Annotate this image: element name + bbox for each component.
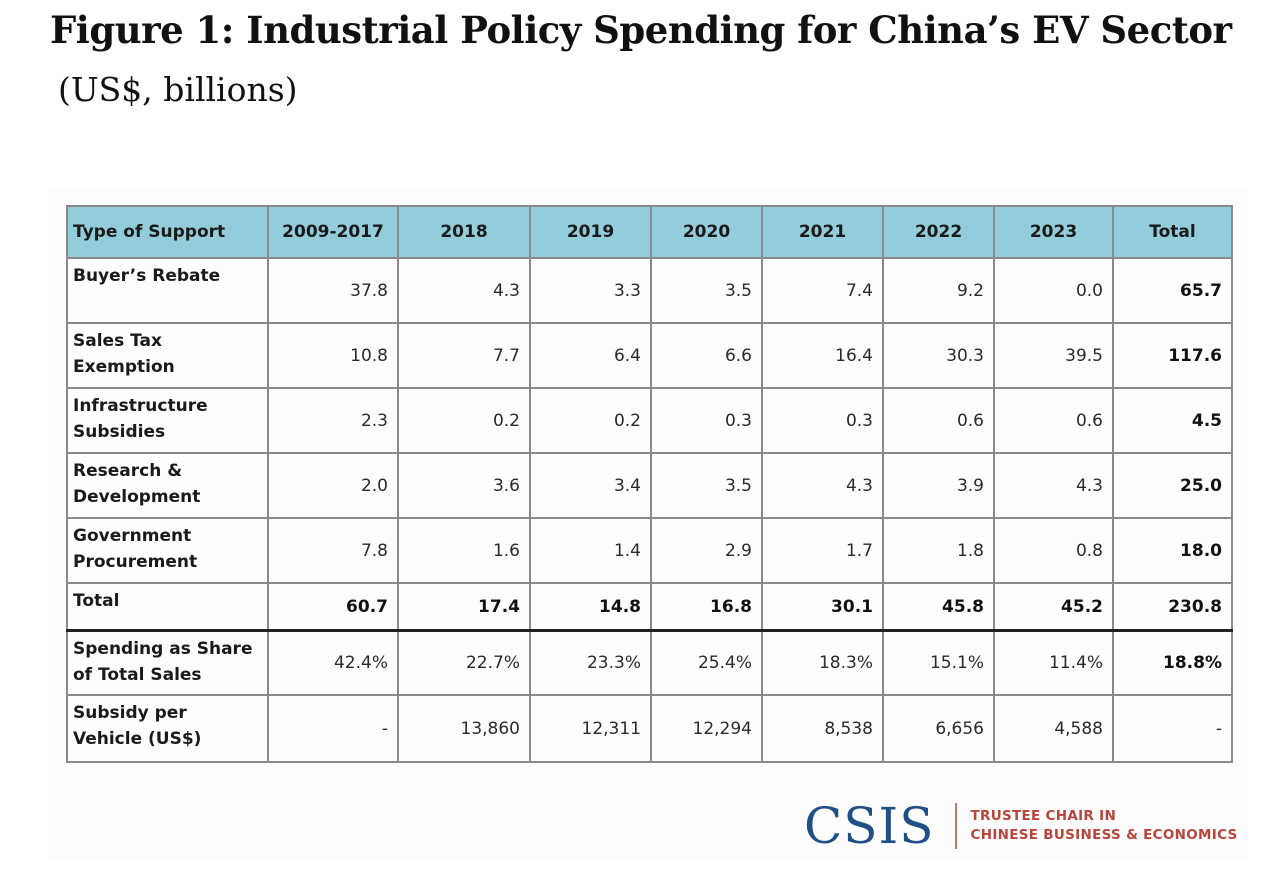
cell: 6,656 <box>882 694 995 763</box>
cell: 4,588 <box>993 694 1114 763</box>
cell: 3.5 <box>650 452 763 519</box>
cell: 7.7 <box>397 322 531 389</box>
cell: 2.3 <box>267 387 399 454</box>
cell: 0.2 <box>529 387 652 454</box>
header-2022: 2022 <box>882 205 995 259</box>
cell: 13,860 <box>397 694 531 763</box>
cell: 11.4% <box>993 628 1114 696</box>
cell: 7.8 <box>267 517 399 584</box>
cell: 1.4 <box>529 517 652 584</box>
cell: 9.2 <box>882 257 995 324</box>
header-2021: 2021 <box>761 205 884 259</box>
row-total: Total 60.7 17.4 14.8 16.8 30.1 45.8 45.2… <box>66 582 1233 631</box>
row-label: Total <box>66 582 269 631</box>
row-sales-tax-exemption: Sales Tax Exemption 10.8 7.7 6.4 6.6 16.4… <box>66 322 1233 389</box>
row-spending-share: Spending as Share of Total Sales 42.4% 22… <box>66 628 1233 696</box>
header-2018: 2018 <box>397 205 531 259</box>
header-2023: 2023 <box>993 205 1114 259</box>
cell: 25.4% <box>650 628 763 696</box>
row-label: Subsidy per Vehicle (US$) <box>66 694 269 763</box>
cell: 30.3 <box>882 322 995 389</box>
cell: 4.3 <box>993 452 1114 519</box>
cell: 0.3 <box>650 387 763 454</box>
cell-total: 65.7 <box>1112 257 1233 324</box>
cell-total: 117.6 <box>1112 322 1233 389</box>
cell: 3.3 <box>529 257 652 324</box>
cell: 10.8 <box>267 322 399 389</box>
cell: 1.7 <box>761 517 884 584</box>
cell: 4.3 <box>761 452 884 519</box>
cell: 8,538 <box>761 694 884 763</box>
cell-total: - <box>1112 694 1233 763</box>
header-2009-2017: 2009-2017 <box>267 205 399 259</box>
cell: 1.6 <box>397 517 531 584</box>
cell: 12,294 <box>650 694 763 763</box>
figure-subtitle: (US$, billions) <box>58 70 298 109</box>
figure-title: Figure 1: Industrial Policy Spending for… <box>50 8 1232 52</box>
cell: 23.3% <box>529 628 652 696</box>
row-government-procurement: Government Procurement 7.8 1.6 1.4 2.9 1.… <box>66 517 1233 584</box>
row-label: Research & Development <box>66 452 269 519</box>
row-label: Buyer’s Rebate <box>66 257 269 324</box>
cell: 60.7 <box>267 582 399 631</box>
cell: 39.5 <box>993 322 1114 389</box>
cell: 37.8 <box>267 257 399 324</box>
cell-total: 4.5 <box>1112 387 1233 454</box>
cell: 4.3 <box>397 257 531 324</box>
logo-tagline: TRUSTEE CHAIR IN CHINESE BUSINESS & ECON… <box>970 808 1238 843</box>
cell: 45.8 <box>882 582 995 631</box>
cell: 0.2 <box>397 387 531 454</box>
cell: 1.8 <box>882 517 995 584</box>
row-label: Infrastructure Subsidies <box>66 387 269 454</box>
cell-total: 18.8% <box>1112 628 1233 696</box>
cell-total: 18.0 <box>1112 517 1233 584</box>
cell: 0.8 <box>993 517 1114 584</box>
spending-table: Type of Support 2009-2017 2018 2019 2020… <box>66 205 1233 763</box>
header-total: Total <box>1112 205 1233 259</box>
cell: 3.6 <box>397 452 531 519</box>
cell: - <box>267 694 399 763</box>
cell: 3.5 <box>650 257 763 324</box>
csis-logo: CSIS TRUSTEE CHAIR IN CHINESE BUSINESS &… <box>804 800 1238 852</box>
header-2020: 2020 <box>650 205 763 259</box>
row-subsidy-per-vehicle: Subsidy per Vehicle (US$) - 13,860 12,311… <box>66 694 1233 763</box>
cell: 30.1 <box>761 582 884 631</box>
cell: 6.4 <box>529 322 652 389</box>
logo-divider <box>954 803 957 849</box>
row-label: Spending as Share of Total Sales <box>66 628 269 696</box>
cell: 2.9 <box>650 517 763 584</box>
cell: 0.6 <box>882 387 995 454</box>
cell: 17.4 <box>397 582 531 631</box>
cell: 42.4% <box>267 628 399 696</box>
header-type-of-support: Type of Support <box>66 205 269 259</box>
cell: 0.3 <box>761 387 884 454</box>
cell-total: 230.8 <box>1112 582 1233 631</box>
header-row: Type of Support 2009-2017 2018 2019 2020… <box>66 205 1233 259</box>
cell: 16.8 <box>650 582 763 631</box>
cell: 0.6 <box>993 387 1114 454</box>
cell-total: 25.0 <box>1112 452 1233 519</box>
cell: 7.4 <box>761 257 884 324</box>
csis-wordmark: CSIS <box>804 797 935 855</box>
cell: 22.7% <box>397 628 531 696</box>
cell: 3.9 <box>882 452 995 519</box>
row-infrastructure-subsidies: Infrastructure Subsidies 2.3 0.2 0.2 0.3 … <box>66 387 1233 454</box>
row-label: Sales Tax Exemption <box>66 322 269 389</box>
row-label: Government Procurement <box>66 517 269 584</box>
header-2019: 2019 <box>529 205 652 259</box>
cell: 0.0 <box>993 257 1114 324</box>
cell: 18.3% <box>761 628 884 696</box>
row-research-development: Research & Development 2.0 3.6 3.4 3.5 4.… <box>66 452 1233 519</box>
cell: 45.2 <box>993 582 1114 631</box>
row-buyers-rebate: Buyer’s Rebate 37.8 4.3 3.3 3.5 7.4 9.2 … <box>66 257 1233 324</box>
cell: 2.0 <box>267 452 399 519</box>
cell: 15.1% <box>882 628 995 696</box>
cell: 12,311 <box>529 694 652 763</box>
cell: 16.4 <box>761 322 884 389</box>
cell: 3.4 <box>529 452 652 519</box>
cell: 14.8 <box>529 582 652 631</box>
cell: 6.6 <box>650 322 763 389</box>
